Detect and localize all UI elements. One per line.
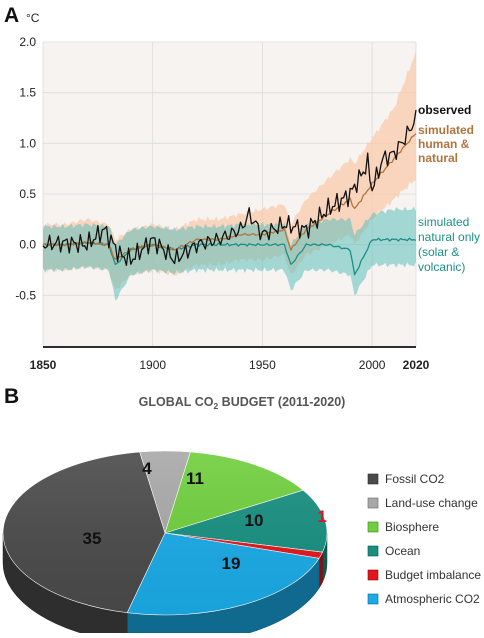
y-tick-label: 1.5 — [19, 86, 36, 100]
band-natural-only — [43, 206, 416, 301]
legend-label: Land-use change — [385, 496, 478, 510]
legend-swatch — [367, 473, 379, 485]
pie-label-budget-imbalance: 1 — [317, 507, 326, 526]
y-tick-label: -0.5 — [15, 288, 36, 302]
series-label-human-line-1: simulated — [418, 123, 474, 137]
series-label-human-natural: simulated human & natural — [418, 123, 474, 165]
x-tick-label: 1950 — [249, 358, 276, 372]
series-label-human-line-3: natural — [418, 151, 458, 165]
pie-title: GLOBAL CO2 BUDGET (2011-2020) — [139, 395, 346, 411]
legend-label: Atmospheric CO2 — [385, 592, 480, 606]
panel-b-letter: B — [4, 385, 19, 408]
series-label-natural-line-2: natural only — [418, 230, 480, 244]
pie-top-shading — [3, 451, 327, 615]
legend-swatch — [367, 545, 379, 557]
pie-label-ocean: 10 — [245, 511, 264, 530]
series-label-natural-line-1: simulated — [418, 215, 469, 229]
y-unit-label: °C — [26, 11, 40, 25]
pie-title-prefix: GLOBAL CO — [139, 395, 214, 409]
x-tick-label: 2020 — [403, 358, 430, 372]
x-tick-label: 1850 — [30, 358, 57, 372]
series-label-human-line-2: human & — [418, 137, 470, 151]
legend-swatch — [367, 497, 379, 509]
y-tick-label: 2.0 — [19, 35, 36, 49]
y-tick-label: 0.5 — [19, 187, 36, 201]
pie-label-atmospheric-co2: 19 — [222, 554, 241, 573]
line-observed — [42, 109, 417, 266]
x-tick-label: 2000 — [359, 358, 386, 372]
panel-a-letter: A — [4, 4, 19, 27]
uncertainty-bands — [43, 49, 416, 301]
pie-label-fossil-co2: 35 — [83, 529, 102, 548]
legend-label: Ocean — [385, 544, 420, 558]
x-tick-label: 1900 — [139, 358, 166, 372]
y-tick-label: 1.0 — [19, 136, 36, 150]
pie-title-suffix: BUDGET (2011-2020) — [218, 395, 345, 409]
legend-swatch — [367, 593, 379, 605]
pie-chart: 4 11 10 1 19 35 — [2, 450, 328, 638]
line-natural-only — [42, 237, 417, 276]
series-label-natural-line-3: (solar & — [418, 245, 459, 259]
pie-label-biosphere: 11 — [186, 469, 204, 488]
legend-label: Biosphere — [385, 520, 439, 534]
legend-label: Budget imbalance — [385, 568, 481, 582]
series-label-observed: observed — [418, 103, 471, 117]
series-label-natural-only: simulated natural only (solar & volcanic… — [418, 215, 480, 274]
pie-legend: Fossil CO2 Land-use change Biosphere Ocean B… — [367, 472, 481, 606]
series-label-natural-line-4: volcanic) — [418, 260, 465, 274]
series-lines — [42, 109, 417, 276]
axes: 2.0 1.5 1.0 0.5 0.0 -0.5 1850 1900 1950 2000 2020 — [15, 35, 429, 372]
legend-swatch — [367, 521, 379, 533]
pie-title-subscript: 2 — [213, 401, 218, 411]
legend-swatch — [367, 569, 379, 581]
pie-label-land-use-change: 4 — [142, 459, 152, 478]
legend-label: Fossil CO2 — [385, 472, 445, 486]
y-tick-label: 0.0 — [19, 238, 36, 252]
